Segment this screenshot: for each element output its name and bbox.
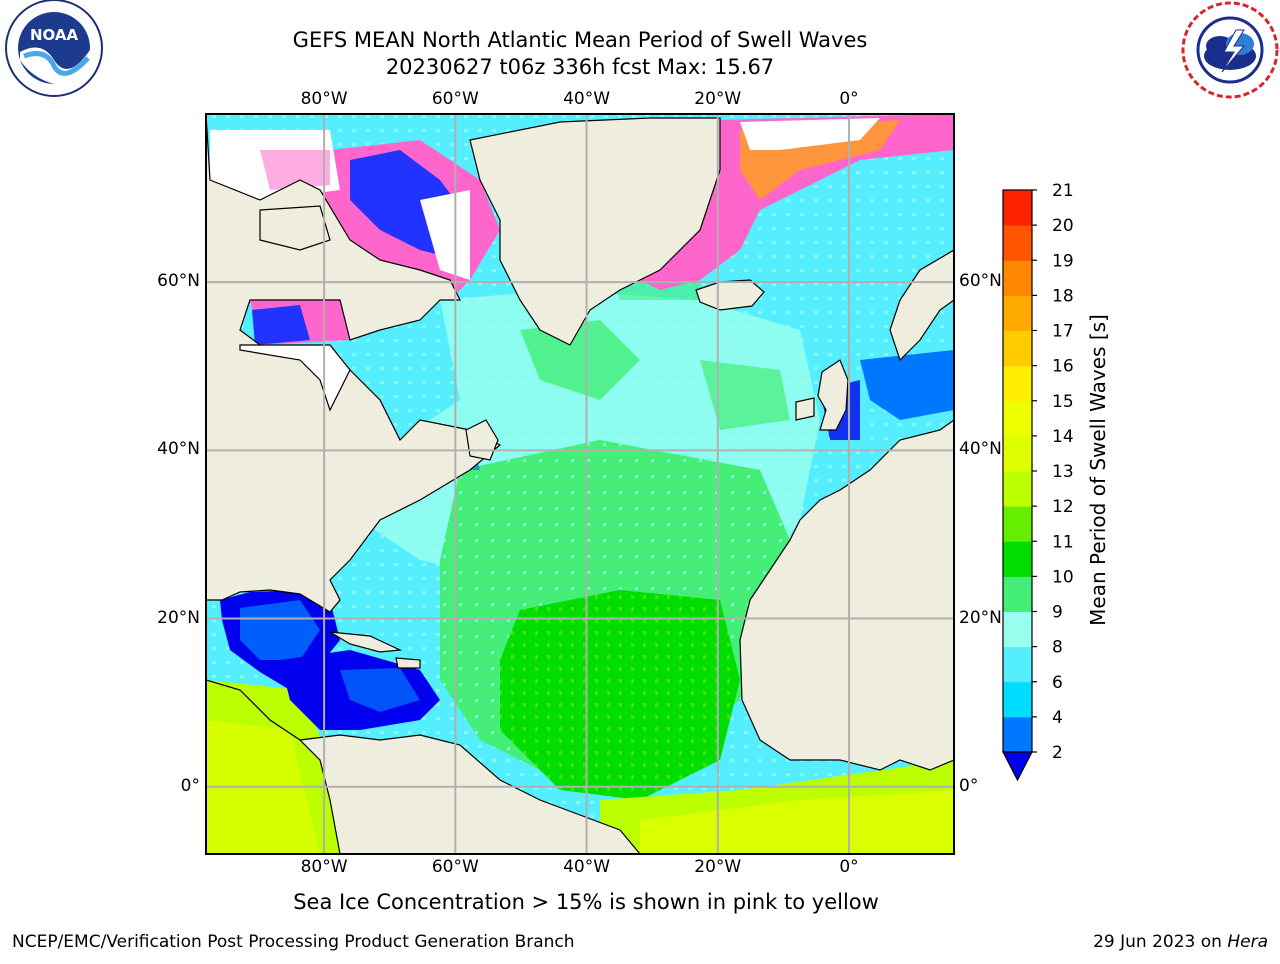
colorbar-tick-label: 21 [1052,181,1074,201]
lat-tick-label-left: 0° [180,775,200,796]
colorbar-swatch [1003,190,1032,226]
colorbar-tick-label: 11 [1052,532,1074,552]
colorbar-swatch [1003,471,1032,507]
lat-tick-label-right: 60°N [959,271,1002,292]
colorbar-tick-label: 2 [1052,743,1063,763]
lon-tick-label-bottom: 0° [839,857,859,877]
lat-tick-label-left: 20°N [157,607,200,628]
colorbar-tick-label: 6 [1052,673,1063,693]
footer-date: 29 Jun 2023 on Hera [1093,932,1268,952]
colorbar-tick-label: 18 [1052,286,1074,306]
lat-tick-label-left: 60°N [157,271,200,292]
lon-tick-label-top: 20°W [694,89,742,109]
lon-tick-label-top: 40°W [563,89,611,109]
colorbar-tick-label: 20 [1052,216,1074,236]
map-frame [205,113,955,855]
lon-tick-label-bottom: 60°W [431,857,479,877]
colorbar-swatch [1003,295,1032,331]
landmasses [206,114,954,854]
colorbar-swatch [1003,576,1032,612]
north-sea [860,350,954,420]
lon-tick-label-top: 80°W [300,89,348,109]
nws-logo [1181,1,1279,99]
lon-tick-label-bottom: 40°W [563,857,611,877]
svg-text:NOAA: NOAA [30,26,79,44]
lon-tick-label-top: 0° [839,89,859,109]
graticule [206,114,954,854]
colorbar-title: Mean Period of Swell Waves [s] [1086,314,1110,626]
colorbar-tick-label: 15 [1052,392,1074,412]
colorbar-swatch [1003,400,1032,437]
colorbar-tick-label: 4 [1052,708,1063,728]
colorbar-swatch [1003,681,1032,718]
colorbar-tick-label: 12 [1052,497,1074,517]
lon-tick-label-bottom: 20°W [694,857,742,877]
colorbar-swatch [1003,435,1032,472]
colorbar-tick-label: 13 [1052,462,1074,482]
colorbar-extend-min [1002,751,1033,782]
colorbar-tick-label: 16 [1052,357,1074,377]
colorbar-swatch [1003,365,1032,402]
map-title: GEFS MEAN North Atlantic Mean Period of … [292,28,868,52]
lat-tick-label-left: 40°N [157,439,200,460]
colorbar-swatch [1003,611,1032,648]
colorbar-tick-label: 9 [1052,603,1063,623]
colorbar-swatch [1003,225,1032,261]
lat-tick-label-right: 0° [959,775,979,796]
footer-date-text: 29 Jun 2023 on [1093,932,1228,952]
colorbar-swatch [1003,716,1032,753]
lon-tick-label-top: 60°W [431,89,479,109]
colorbar-tick-label: 19 [1052,251,1074,271]
lat-tick-label-right: 20°N [959,607,1002,628]
lat-tick-label-right: 40°N [959,439,1002,460]
colorbar-tick-label: 14 [1052,427,1074,447]
colorbar-swatch [1003,541,1032,577]
colorbar-swatch [1003,260,1032,296]
footer-credit: NCEP/EMC/Verification Post Processing Pr… [12,932,575,952]
colorbar-swatch [1003,330,1032,367]
colorbar-swatch [1003,646,1032,683]
lon-tick-label-bottom: 80°W [300,857,348,877]
colorbar-tick-label: 10 [1052,567,1074,587]
colorbar-tick-label: 17 [1052,322,1074,342]
map-subtitle: 20230627 t06z 336h fcst Max: 15.67 [385,55,775,79]
noaa-logo: NOAA [5,0,103,97]
colorbar-tick-label: 8 [1052,638,1063,658]
footer-host: Hera [1227,932,1268,952]
colorbar: 2 4 6 8 9 10 11 12 13 14 15 16 17 18 19 20 21 [1002,181,1074,782]
sea-ice-caption: Sea Ice Concentration > 15% is shown in … [293,890,879,914]
colorbar-swatch [1003,506,1032,542]
